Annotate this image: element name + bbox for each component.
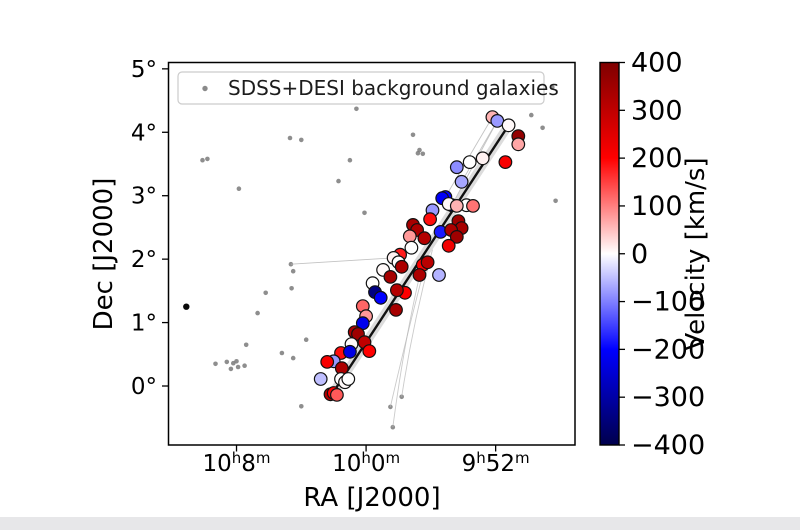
filament-galaxy-point [449,229,464,244]
dark-galaxy-point [183,303,190,310]
y-tick-label-2: 2° [131,247,157,273]
background-galaxy-point [205,156,210,162]
filament-galaxy-point [313,372,328,386]
background-galaxy-point [550,84,555,90]
connector-line [290,257,394,265]
background-galaxy-point [235,364,241,370]
filament-galaxy-point [475,151,490,166]
background-galaxy-point [236,186,242,191]
background-galaxy-point [290,268,296,274]
y-axis-label: Dec [J2000] [89,178,119,331]
plot-frame [167,61,576,446]
background-galaxy-point [299,404,304,409]
background-galaxy-point [255,310,260,316]
filament-galaxy-point [432,268,446,282]
legend-label: SDSS+DESI background galaxies [228,76,559,100]
background-galaxy-point [243,342,249,348]
background-galaxy-point [299,137,304,143]
background-galaxy-point [234,359,239,364]
x-axis-label: RA [J2000] [303,483,440,513]
filament-galaxy-point [389,303,403,317]
filament-galaxy-point [373,290,388,305]
background-galaxy-point [290,355,296,361]
filament-galaxy-point [330,388,344,402]
background-galaxy-point [417,147,422,153]
filament-galaxy-point [402,229,417,244]
background-galaxy-point [228,366,234,372]
background-galaxy-point [263,290,269,296]
tick-marks-layer [162,61,625,452]
background-galaxy-point [287,135,293,141]
colorbar-tick-300: 300 [631,95,683,126]
background-galaxy-point [213,361,218,367]
filament-galaxy-point [449,160,464,175]
background-galaxy-point [354,106,359,112]
background-galaxy-point [410,132,416,138]
background-galaxy-point [553,198,558,204]
colorbar-tick-400: 400 [631,48,683,79]
background-galaxy-point [336,178,341,184]
filament-points-layer [313,110,526,402]
filament-galaxy-point [501,118,516,133]
legend-box [177,71,545,105]
colorbar-tick-m100: −100 [631,287,705,318]
filament-galaxy-point [511,137,526,152]
background-galaxy-point [200,157,205,163]
legend: SDSS+DESI background galaxies [177,71,559,105]
filament-galaxy-point [417,231,432,246]
background-galaxy-point [540,125,545,131]
colorbar-tick-0: 0 [631,239,648,270]
filament-galaxy-point [404,240,419,255]
filament-galaxy-point [341,372,356,386]
background-galaxy-point [388,404,393,410]
filament-galaxy-point [449,198,464,213]
x-tick-label-10h8m: 10h8m [202,449,270,477]
colorbar-tick-200: 200 [631,143,683,174]
background-galaxy-point [420,151,426,157]
filament-galaxy-point [343,344,357,359]
y-tick-label-1: 1° [131,311,157,337]
background-galaxy-point [242,363,247,369]
background-galaxy-point [224,359,230,365]
background-galaxy-point [362,210,367,216]
filament-galaxy-point [420,255,435,270]
filament-galaxy-point [466,198,480,213]
filament-galaxy-point [394,259,409,274]
colorbar-tick-m300: −300 [631,382,705,413]
filament-galaxy-point [362,344,377,359]
background-galaxy-point [279,350,285,356]
filament-galaxy-point [320,355,335,369]
colorbar-tick-m200: −200 [631,334,705,365]
filament-galaxy-point [454,174,469,189]
colorbar: 400 300 200 100 0 −100 −200 −300 −400 Ve… [599,48,711,461]
y-tick-label-4: 4° [131,120,157,146]
colorbar-axis-label: Velocity [km/s] [681,157,711,350]
y-tick-label-5: 5° [131,57,157,83]
background-galaxy-point [529,112,534,118]
filament-galaxy-point [390,283,404,298]
filament-galaxy-point [383,270,398,284]
page-bottom-strip [0,517,800,530]
filament-galaxy-point [412,268,427,282]
colorbar-gradient-bar [599,61,620,446]
connector-line [461,121,497,183]
filament-galaxy-point [441,238,456,253]
filament-galaxy-point [462,155,477,170]
y-tick-label-3: 3° [131,184,157,210]
colorbar-tick-100: 100 [631,191,683,222]
background-galaxy-point [289,286,294,291]
x-tick-label-9h52m: 9h52m [462,449,530,477]
filament-galaxy-point [498,155,513,170]
background-galaxy-point [347,157,353,163]
filament-galaxy-point [423,212,438,227]
y-tick-label-0: 0° [131,374,157,400]
background-galaxy-point [303,337,309,343]
legend-marker-dot [202,85,208,92]
x-tick-label-10h0m: 10h0m [332,449,400,477]
colorbar-tick-m400: −400 [631,430,705,461]
